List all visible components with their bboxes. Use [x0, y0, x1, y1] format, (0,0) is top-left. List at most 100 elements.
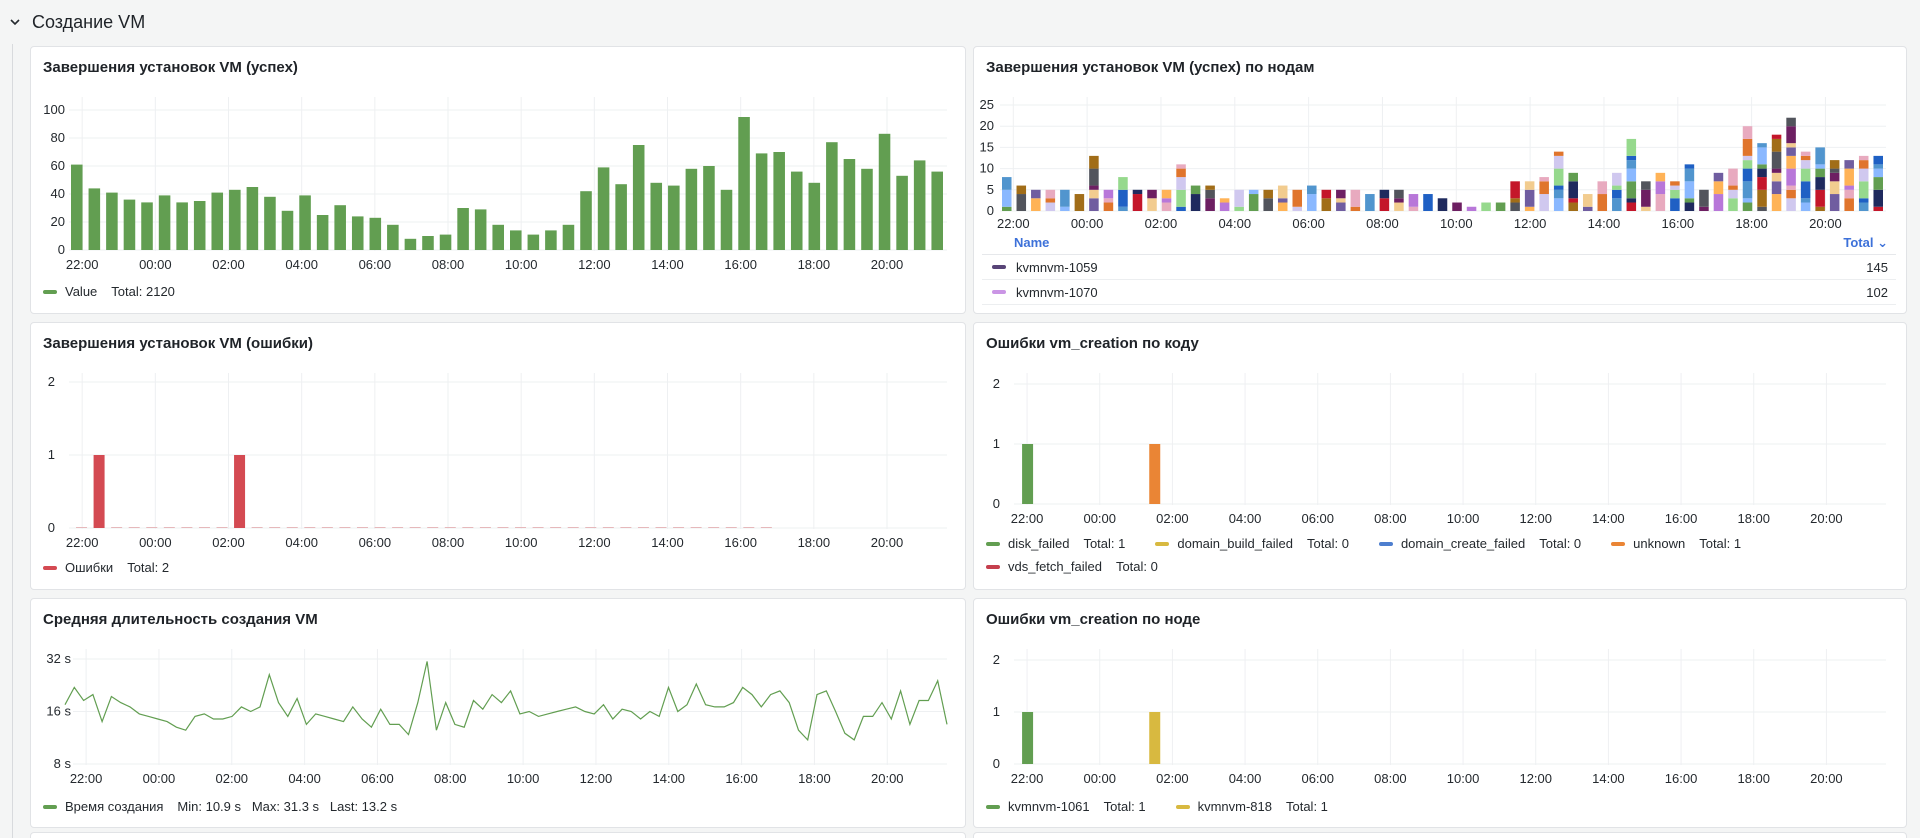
x-tick-label: 00:00 — [139, 257, 172, 272]
bar — [193, 201, 206, 250]
row-gutter — [12, 44, 13, 838]
bar — [532, 527, 544, 528]
bar — [88, 188, 101, 250]
stack-segment — [1553, 151, 1564, 156]
bar — [492, 224, 504, 250]
stack-segment — [1757, 147, 1767, 165]
stack-segment — [1844, 198, 1854, 211]
next-panel-edge — [973, 832, 1907, 838]
stack-segment — [1147, 189, 1157, 199]
stack-segment — [1800, 151, 1811, 156]
stack-segment — [1379, 189, 1390, 199]
stack-segment — [1205, 185, 1215, 190]
legend-stat: Total: 2 — [127, 560, 170, 575]
stack-segment — [1786, 198, 1796, 211]
header-name[interactable]: Name — [1014, 235, 1050, 250]
stack-segment — [1553, 168, 1564, 186]
x-tick-label: 04:00 — [288, 771, 321, 786]
x-tick-label: 16:00 — [1665, 511, 1698, 526]
stack-segment — [1626, 198, 1637, 203]
bar — [409, 527, 421, 528]
panel-errors[interactable]: Завершения установок VM (ошибки) 0 1 2 22:0… — [30, 322, 966, 590]
stack-segment — [1757, 143, 1767, 148]
legend-item[interactable]: vds_fetch_failed Total: 0 — [986, 559, 1170, 574]
stack-segment — [1771, 172, 1782, 182]
x-tick-label: 16:00 — [724, 257, 757, 272]
x-tick-label: 02:00 — [212, 535, 245, 550]
bar — [93, 455, 105, 528]
panel-success[interactable]: Завершения установок VM (успех) 0 20 40 60 8… — [30, 46, 966, 314]
bar — [545, 230, 557, 250]
bar — [321, 527, 333, 528]
bar — [510, 230, 522, 250]
stack-segment — [1539, 194, 1549, 211]
stack-segment — [1786, 168, 1796, 186]
chevron-down-icon[interactable] — [8, 15, 22, 29]
stack-segment — [1713, 172, 1724, 182]
legend-item[interactable]: disk_failed Total: 1 — [986, 536, 1137, 551]
x-tick-label: 02:00 — [1156, 771, 1189, 786]
bar — [269, 527, 281, 528]
x-tick-label: 04:00 — [285, 535, 318, 550]
x-tick-label: 12:00 — [578, 257, 611, 272]
panel-duration[interactable]: Средняя длительность создания VM 8 s 16 s… — [30, 598, 966, 828]
x-tick-label: 12:00 — [1519, 771, 1552, 786]
x-tick-label: 20:00 — [1809, 216, 1842, 231]
stack-segment — [1539, 177, 1549, 182]
stack-segment — [1118, 189, 1128, 207]
legend-item[interactable]: kvmnvm-818 Total: 1 — [1175, 799, 1340, 814]
legend-stat: Total: 1 — [1103, 799, 1146, 814]
panel-success-by-node[interactable]: Завершения установок VM (успех) по нодам… — [973, 46, 1907, 314]
stack-segment — [1219, 202, 1230, 211]
stack-segment — [1089, 198, 1099, 211]
legend-table-row[interactable]: kvmnvm-1059 145 — [982, 255, 1896, 280]
bar — [123, 199, 136, 250]
legend-item[interactable]: Ошибки Total: 2 — [43, 560, 181, 575]
legend-item[interactable]: domain_create_failed Total: 0 — [1378, 536, 1593, 551]
stack-segment — [1800, 160, 1811, 169]
legend-item[interactable]: unknown Total: 1 — [1611, 536, 1753, 551]
stack-segment — [1553, 185, 1564, 190]
stack-segment — [1132, 194, 1143, 211]
x-tick-label: 18:00 — [1737, 771, 1770, 786]
stack-segment — [1655, 194, 1666, 211]
stack-segment — [1597, 194, 1608, 211]
legend-table-row[interactable]: kvmnvm-1070 102 — [982, 280, 1896, 305]
stack-segment — [1408, 206, 1419, 211]
stack-segment — [1786, 117, 1796, 127]
stack-segment — [1248, 189, 1259, 195]
stack-segment — [1670, 189, 1680, 199]
next-panel-edge — [30, 832, 966, 838]
row-header[interactable]: Создание VM — [0, 0, 1920, 44]
legend-series-name: unknown — [1633, 536, 1686, 551]
legend-item[interactable]: domain_build_failed Total: 0 — [1155, 536, 1361, 551]
stack-segment — [1742, 168, 1753, 182]
bar — [790, 171, 803, 250]
bar — [374, 527, 386, 528]
header-total[interactable]: Total ⌄ — [1843, 234, 1888, 250]
bar — [334, 205, 346, 250]
bar — [703, 166, 715, 250]
stack-segment — [1031, 198, 1041, 211]
bar — [264, 196, 276, 250]
stack-segment — [1205, 189, 1215, 199]
stack-segment — [1176, 168, 1186, 178]
legend-swatch — [43, 804, 57, 809]
legend-item[interactable]: Время создания Min: 10.9 s Max: 31.3 s L… — [43, 799, 409, 814]
legend-item[interactable]: Value Total: 2120 — [43, 284, 187, 299]
stack-segment — [1089, 155, 1099, 169]
stack-segment — [1626, 160, 1637, 169]
y-tick-label: 100 — [43, 102, 65, 117]
legend-item[interactable]: kvmnvm-1061 Total: 1 — [986, 799, 1158, 814]
bar — [690, 527, 702, 528]
stack-segment — [1510, 181, 1520, 199]
panel-errors-by-node[interactable]: Ошибки vm_creation по ноде 0 1 2 22:00 00:00… — [973, 598, 1907, 828]
legend-table-header: Name Total ⌄ — [982, 231, 1896, 255]
stack-segment — [1626, 202, 1637, 211]
panel-errors-by-code[interactable]: Ошибки vm_creation по коду 0 1 2 22:00 00:00… — [973, 322, 1907, 590]
stack-segment — [1263, 198, 1273, 211]
x-tick-label: 16:00 — [1665, 771, 1698, 786]
y-tick-label: 15 — [980, 139, 994, 154]
stack-segment — [1655, 172, 1666, 182]
stack-segment — [1757, 177, 1767, 190]
